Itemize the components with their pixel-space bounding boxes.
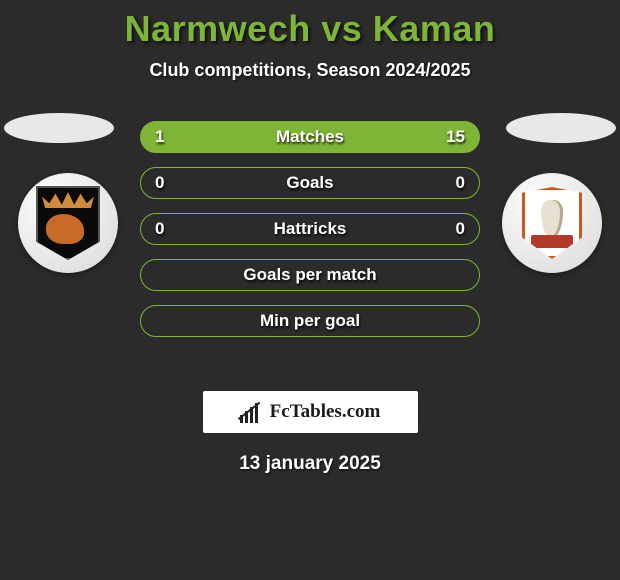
stats-area: 1Matches150Goals00Hattricks0Goals per ma… [0,121,620,381]
stat-label: Matches [141,127,479,147]
player1-name: Narmwech [125,8,311,49]
club-crest-1-icon [36,186,100,260]
player1-club-badge [18,173,118,273]
stat-label: Hattricks [141,219,479,239]
stat-row: 0Goals0 [140,167,480,199]
stat-value-left: 0 [155,219,164,239]
player2-name: Kaman [373,8,496,49]
brand-text: FcTables.com [270,401,381,423]
stat-row: Goals per match [140,259,480,291]
page-title: Narmwech vs Kaman [0,0,620,50]
stat-row: Min per goal [140,305,480,337]
stat-rows: 1Matches150Goals00Hattricks0Goals per ma… [140,121,480,351]
stat-row: 1Matches15 [140,121,480,153]
brand-box[interactable]: FcTables.com [203,391,418,433]
stat-value-left: 0 [155,173,164,193]
player2-club-badge [502,173,602,273]
stat-label: Goals per match [141,265,479,285]
footer-date: 13 january 2025 [0,453,620,475]
stat-value-right: 15 [446,127,465,147]
stat-label: Goals [141,173,479,193]
club-crest-2-icon [522,187,582,259]
subtitle: Club competitions, Season 2024/2025 [0,60,620,81]
stat-label: Min per goal [141,311,479,331]
vs-separator: vs [321,8,362,49]
stat-row: 0Hattricks0 [140,213,480,245]
player2-ellipse [506,113,616,143]
stat-value-right: 0 [456,173,465,193]
player1-ellipse [4,113,114,143]
brand-chart-icon [240,401,266,423]
stat-value-left: 1 [155,127,164,147]
stat-value-right: 0 [456,219,465,239]
